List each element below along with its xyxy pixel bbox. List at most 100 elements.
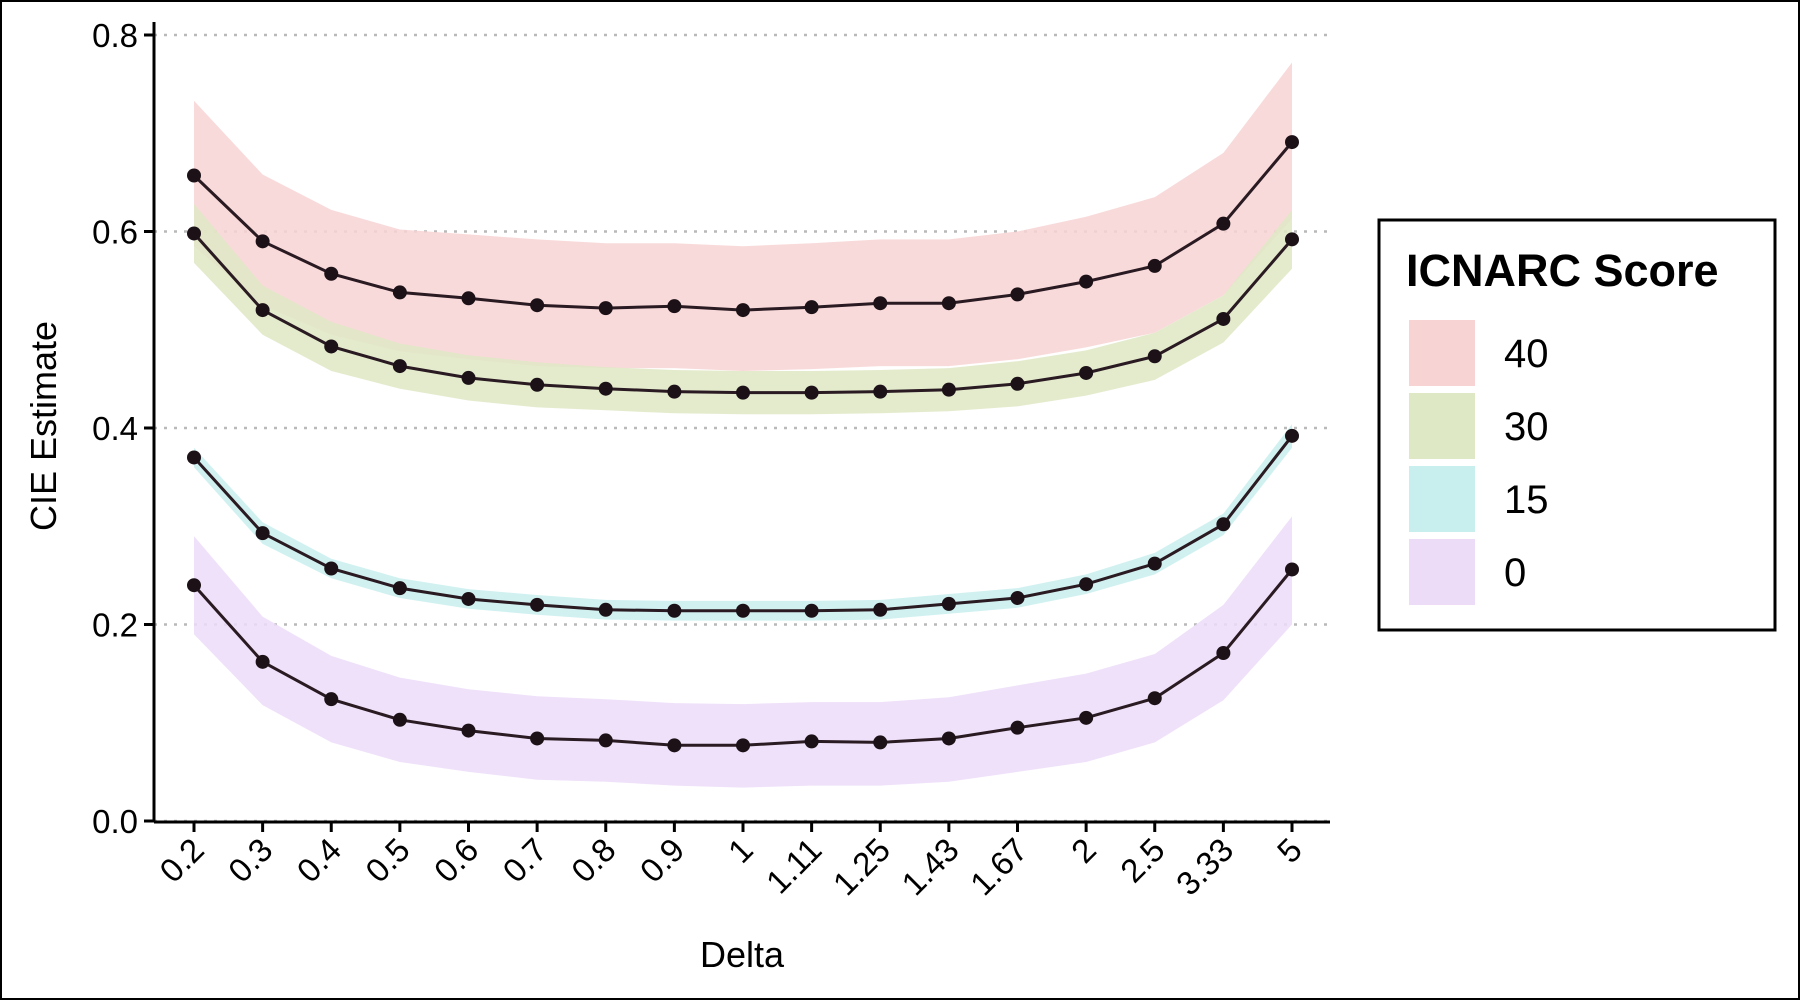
legend-swatch-40 [1409, 320, 1475, 386]
point-0-0.8 [598, 733, 613, 748]
point-30-0.6 [461, 370, 476, 385]
y-axis-title: CIE Estimate [23, 321, 64, 531]
point-40-0.8 [598, 301, 613, 316]
point-15-1.67 [1010, 590, 1025, 605]
x-tick-label: 3.33 [1169, 831, 1241, 903]
point-15-0.2 [187, 450, 201, 465]
legend-title: ICNARC Score [1406, 245, 1719, 296]
point-30-1.67 [1010, 376, 1025, 391]
point-30-1 [736, 385, 750, 400]
point-15-5 [1285, 428, 1299, 443]
x-axis-title: Delta [700, 934, 785, 975]
point-0-0.6 [461, 723, 476, 738]
point-0-1.67 [1010, 720, 1025, 735]
point-40-2.5 [1147, 258, 1162, 273]
x-tick-label: 0.6 [427, 831, 486, 890]
point-15-0.7 [530, 597, 545, 612]
band-30 [194, 204, 1292, 415]
y-tick-label: 0.8 [92, 17, 138, 54]
band-40 [194, 62, 1292, 371]
point-30-2.5 [1147, 349, 1162, 364]
point-0-0.7 [530, 731, 545, 746]
point-15-1.25 [873, 602, 888, 617]
x-tick-label: 1.67 [963, 831, 1035, 903]
point-30-0.3 [255, 303, 270, 318]
point-0-2.5 [1147, 691, 1162, 706]
legend-label-0: 0 [1504, 551, 1526, 595]
point-40-3.33 [1216, 216, 1231, 231]
point-15-1.43 [941, 596, 956, 611]
y-tick-label: 0.2 [92, 607, 138, 644]
point-40-0.3 [255, 234, 270, 249]
point-30-1.25 [873, 384, 888, 399]
point-15-2.5 [1147, 556, 1162, 571]
point-0-0.2 [187, 578, 201, 593]
x-tick-label: 2 [1064, 831, 1103, 870]
point-40-1.25 [873, 296, 888, 311]
legend-label-15: 15 [1504, 478, 1549, 522]
point-layer [187, 135, 1299, 753]
band-0 [194, 516, 1292, 788]
legend-swatch-15 [1409, 466, 1475, 532]
point-40-1 [736, 303, 750, 318]
band-15 [194, 424, 1292, 621]
point-0-5 [1285, 562, 1299, 577]
point-15-0.4 [324, 561, 339, 576]
legend-items: 40 30 15 0 [1409, 320, 1549, 605]
point-0-0.3 [255, 654, 270, 669]
point-30-0.7 [530, 377, 545, 392]
point-30-0.8 [598, 381, 613, 396]
point-40-1.43 [941, 296, 956, 311]
legend: ICNARC Score 40 30 15 0 [1377, 218, 1777, 632]
x-tick-label: 1.11 [759, 831, 829, 901]
point-40-0.9 [667, 299, 682, 314]
x-tick-label: 1.25 [826, 831, 898, 903]
point-0-0.4 [324, 692, 339, 707]
point-40-0.7 [530, 298, 545, 313]
x-tick-label: 1.43 [894, 831, 966, 903]
point-0-0.5 [392, 712, 407, 727]
point-40-0.2 [187, 168, 201, 183]
point-0-2 [1079, 710, 1094, 725]
point-15-3.33 [1216, 517, 1231, 532]
point-30-0.2 [187, 226, 201, 241]
y-tick-label: 0.0 [92, 803, 138, 840]
legend-label-40: 40 [1504, 332, 1549, 376]
x-tick-label: 0.4 [290, 831, 349, 890]
point-40-2 [1079, 274, 1094, 289]
point-40-0.4 [324, 266, 339, 281]
point-15-0.6 [461, 591, 476, 606]
x-tick-label: 0.8 [564, 831, 623, 890]
x-tick-label: 0.3 [221, 831, 280, 890]
point-15-1 [736, 603, 750, 618]
x-tick-label: 0.7 [495, 831, 554, 890]
point-40-1.67 [1010, 287, 1025, 302]
point-15-1.11 [804, 603, 819, 618]
x-tick-label: 1 [721, 831, 760, 870]
point-15-0.5 [392, 581, 407, 596]
point-15-0.8 [598, 602, 613, 617]
x-tick-label: 0.2 [152, 831, 211, 890]
point-0-1.43 [941, 731, 956, 746]
y-tick-label: 0.6 [92, 214, 138, 251]
point-40-1.11 [804, 300, 819, 315]
point-40-0.6 [461, 291, 476, 306]
point-15-0.9 [667, 603, 682, 618]
point-0-1.25 [873, 735, 888, 750]
x-tick-label: 5 [1270, 831, 1309, 870]
point-30-0.9 [667, 384, 682, 399]
legend-swatch-30 [1409, 393, 1475, 459]
point-30-3.33 [1216, 311, 1231, 326]
legend-swatch-0 [1409, 539, 1475, 605]
point-0-1.11 [804, 734, 819, 749]
point-40-5 [1285, 135, 1299, 150]
point-15-2 [1079, 577, 1094, 592]
x-tick-label: 2.5 [1113, 831, 1172, 890]
point-0-1 [736, 738, 750, 753]
point-30-0.4 [324, 339, 339, 354]
y-tick-label: 0.4 [92, 410, 138, 447]
point-30-0.5 [392, 359, 407, 374]
x-tick-label: 0.9 [633, 831, 692, 890]
point-15-0.3 [255, 526, 270, 541]
